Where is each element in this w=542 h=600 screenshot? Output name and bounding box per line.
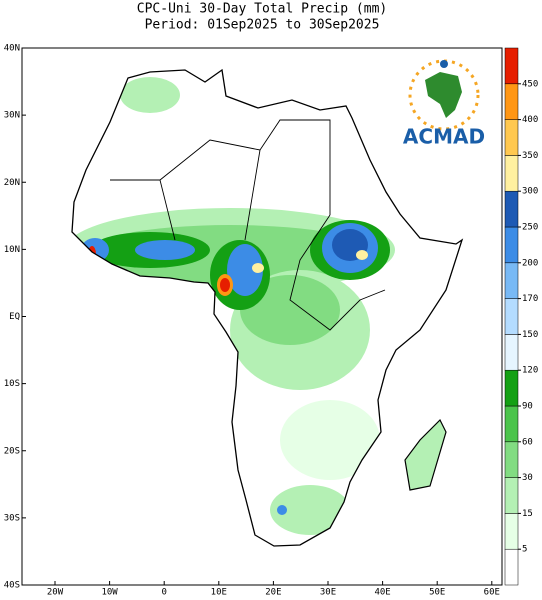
colorbar-swatch xyxy=(504,477,519,514)
lon-label: 60E xyxy=(484,588,500,598)
lat-label: EQ xyxy=(9,312,20,322)
colorbar-label: 170 xyxy=(522,294,538,304)
colorbar-label: 450 xyxy=(522,79,538,89)
colorbar-label: 15 xyxy=(522,509,533,519)
lat-label: 30S xyxy=(4,513,20,523)
lat-label: 10S xyxy=(4,379,20,389)
lon-label: 10E xyxy=(211,588,227,598)
lon-label: 20E xyxy=(265,588,281,598)
colorbar-label: 350 xyxy=(522,151,538,161)
lon-label: 40E xyxy=(374,588,390,598)
colorbar-label: 400 xyxy=(522,115,538,125)
precip-field xyxy=(72,77,395,535)
colorbar-swatch xyxy=(504,119,519,156)
colorbar-swatch xyxy=(504,155,519,192)
colorbar-swatch xyxy=(504,548,519,586)
lon-label: 20W xyxy=(47,588,64,598)
colorbar-label: 300 xyxy=(522,187,538,197)
logo: ACMAD xyxy=(403,59,485,149)
colorbar-label: 90 xyxy=(522,402,533,412)
lat-label: 40N xyxy=(4,44,20,54)
colorbar-label: 60 xyxy=(522,437,533,447)
colorbar-swatch xyxy=(504,405,519,443)
colorbar-swatch xyxy=(504,369,519,407)
lat-label: 40S xyxy=(4,581,20,591)
map-body xyxy=(71,69,463,547)
colorbar-label: 200 xyxy=(522,258,538,268)
lon-label: 50E xyxy=(429,588,445,598)
lat-label: 10N xyxy=(4,245,20,255)
lat-label: 20S xyxy=(4,446,20,456)
logo-text: ACMAD xyxy=(403,125,485,149)
colorbar-label: 5 xyxy=(522,545,527,555)
colorbar-swatch xyxy=(504,83,519,120)
title: CPC-Uni 30-Day Total Precip (mm) xyxy=(137,2,387,17)
colorbar-swatch xyxy=(504,298,519,335)
lon-label: 0 xyxy=(161,588,166,598)
lat-label: 20N xyxy=(4,178,20,188)
colorbar-label: 120 xyxy=(522,366,538,376)
colorbar-label: 30 xyxy=(522,473,533,483)
colorbar-swatch xyxy=(504,513,519,550)
colorbar-swatch xyxy=(504,262,519,299)
lat-label: 30N xyxy=(4,111,20,121)
lon-label: 10W xyxy=(101,588,118,598)
colorbar-swatch xyxy=(504,441,519,478)
colorbar-label: 150 xyxy=(522,330,538,340)
colorbar-swatch xyxy=(504,47,519,85)
colorbar-swatch xyxy=(504,226,519,264)
subtitle: Period: 01Sep2025 to 30Sep2025 xyxy=(145,18,380,33)
lon-label: 30E xyxy=(320,588,336,598)
colorbar-swatch xyxy=(504,334,519,371)
colorbar-swatch xyxy=(504,190,519,228)
colorbar-label: 250 xyxy=(522,223,538,233)
